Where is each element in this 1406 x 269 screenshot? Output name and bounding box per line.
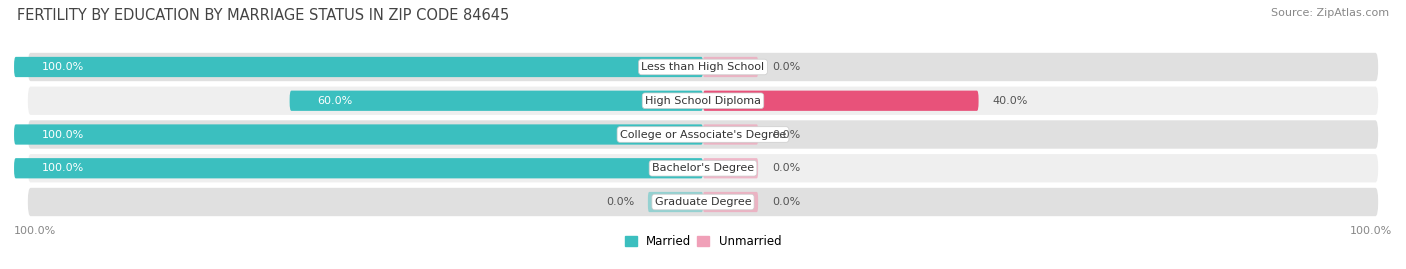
Text: Less than High School: Less than High School: [641, 62, 765, 72]
Text: 40.0%: 40.0%: [993, 96, 1028, 106]
FancyBboxPatch shape: [14, 124, 703, 145]
FancyBboxPatch shape: [14, 158, 703, 178]
FancyBboxPatch shape: [28, 188, 1378, 216]
Text: 0.0%: 0.0%: [772, 197, 800, 207]
Text: 0.0%: 0.0%: [772, 163, 800, 173]
Text: 0.0%: 0.0%: [606, 197, 634, 207]
FancyBboxPatch shape: [290, 91, 703, 111]
Text: Bachelor's Degree: Bachelor's Degree: [652, 163, 754, 173]
FancyBboxPatch shape: [648, 192, 703, 212]
Text: College or Associate's Degree: College or Associate's Degree: [620, 129, 786, 140]
FancyBboxPatch shape: [703, 192, 758, 212]
FancyBboxPatch shape: [28, 53, 1378, 81]
Text: FERTILITY BY EDUCATION BY MARRIAGE STATUS IN ZIP CODE 84645: FERTILITY BY EDUCATION BY MARRIAGE STATU…: [17, 8, 509, 23]
Legend: Married, Unmarried: Married, Unmarried: [620, 230, 786, 253]
FancyBboxPatch shape: [28, 120, 1378, 149]
Text: 60.0%: 60.0%: [318, 96, 353, 106]
Text: Graduate Degree: Graduate Degree: [655, 197, 751, 207]
FancyBboxPatch shape: [703, 91, 979, 111]
Text: 0.0%: 0.0%: [772, 62, 800, 72]
Text: 100.0%: 100.0%: [42, 62, 84, 72]
FancyBboxPatch shape: [703, 124, 758, 145]
FancyBboxPatch shape: [14, 57, 703, 77]
Text: Source: ZipAtlas.com: Source: ZipAtlas.com: [1271, 8, 1389, 18]
FancyBboxPatch shape: [703, 158, 758, 178]
FancyBboxPatch shape: [28, 87, 1378, 115]
FancyBboxPatch shape: [28, 154, 1378, 182]
Text: 100.0%: 100.0%: [42, 163, 84, 173]
Text: 0.0%: 0.0%: [772, 129, 800, 140]
Text: 100.0%: 100.0%: [42, 129, 84, 140]
Text: 100.0%: 100.0%: [1350, 226, 1392, 236]
Text: 100.0%: 100.0%: [14, 226, 56, 236]
Text: High School Diploma: High School Diploma: [645, 96, 761, 106]
FancyBboxPatch shape: [703, 57, 758, 77]
